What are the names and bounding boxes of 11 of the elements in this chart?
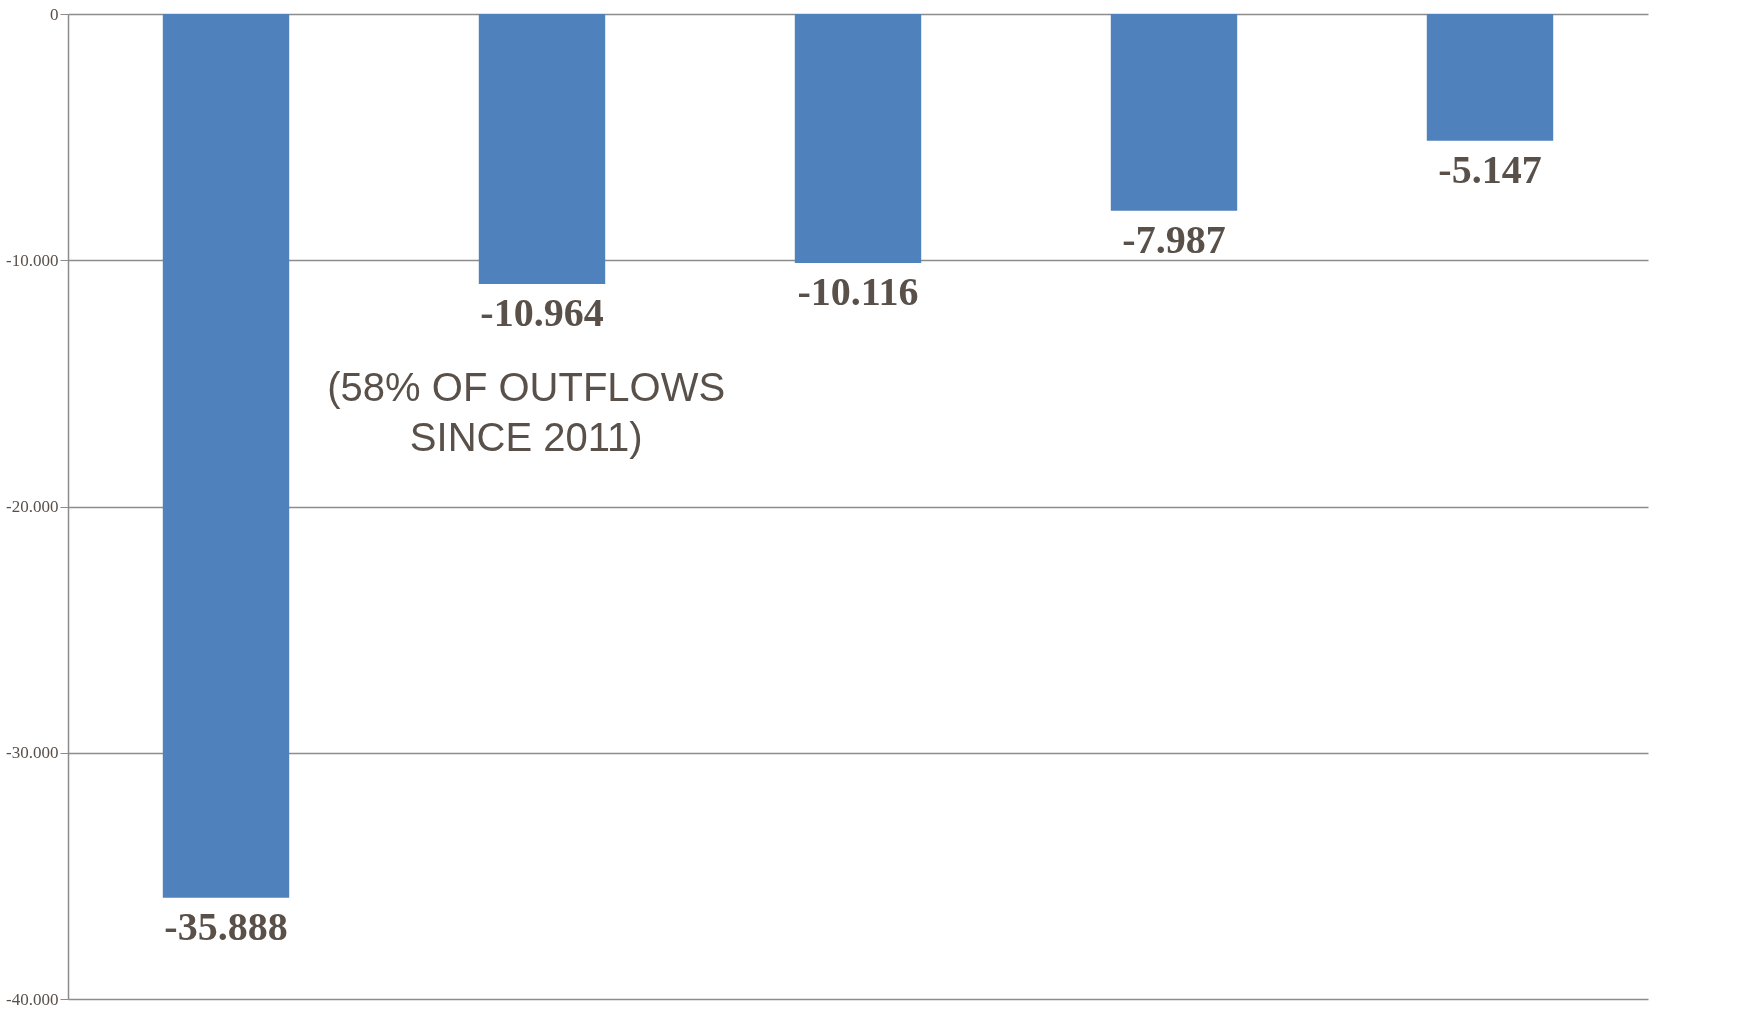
y-tick-label: -20.000 (6, 497, 59, 516)
y-tick-label: -10.000 (6, 250, 59, 270)
annotation: (58% OF OUTFLOWS SINCE 2011) (327, 364, 726, 459)
y-tick-label: -30.000 (6, 743, 59, 763)
y-tick-label: 0 (50, 4, 59, 24)
data-label: -10.964 (480, 289, 604, 335)
data-label: -35.888 (164, 903, 288, 949)
data-label: -5.147 (1438, 146, 1542, 192)
data-label: -7.987 (1122, 216, 1226, 262)
y-tick-label: -40.000 (6, 989, 59, 1009)
data-label: -10.116 (797, 269, 919, 315)
